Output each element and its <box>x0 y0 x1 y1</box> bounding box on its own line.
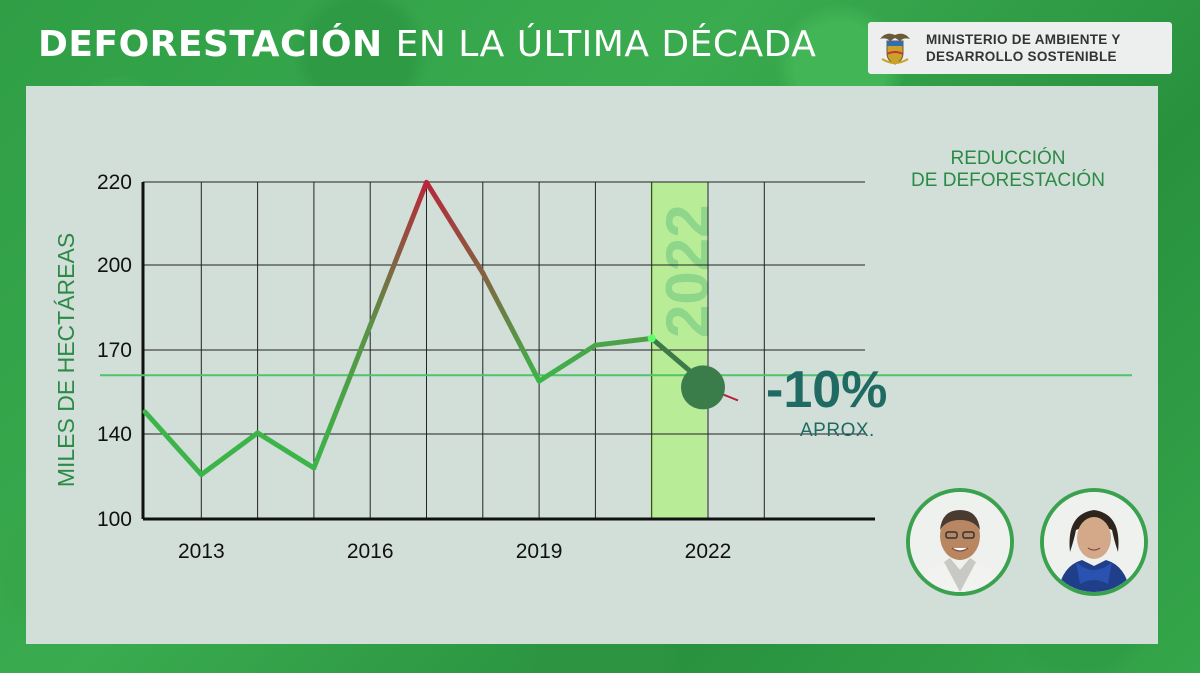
x-tick-label: 2019 <box>516 540 563 563</box>
series-segment <box>311 323 373 471</box>
series-segment <box>592 335 655 348</box>
portrait-woman <box>1040 488 1148 596</box>
series-segment <box>142 409 204 478</box>
title-bold: DEFORESTACIÓN <box>38 24 383 65</box>
title-light: EN LA ÚLTIMA DÉCADA <box>395 24 817 65</box>
reduction-label: REDUCCIÓN DE DEFORESTACIÓN <box>878 148 1138 192</box>
reduction-label-line-1: REDUCCIÓN <box>950 148 1066 169</box>
x-tick-label: 2022 <box>685 540 732 563</box>
y-tick-label: 170 <box>97 339 132 362</box>
data-point-2022 <box>681 365 725 410</box>
series-tail <box>722 393 739 402</box>
series-segment <box>536 342 598 384</box>
data-point-2021 <box>647 334 656 343</box>
deforestation-chart: 2022 100 140 170 200 220 2013 2016 2019 2022 MILES… <box>53 171 1132 563</box>
series-segment <box>255 430 317 471</box>
page-title: DEFORESTACIÓN EN LA ÚLTIMA DÉCADA <box>38 24 816 65</box>
y-tick-label: 100 <box>97 508 132 531</box>
x-tick-label: 2013 <box>178 540 225 563</box>
chart-panel: 2022 100 140 170 200 220 2013 2016 2019 2022 MILES… <box>26 86 1158 644</box>
reduction-value: -10% <box>766 361 888 419</box>
series-segment <box>480 270 542 384</box>
y-tick-label: 140 <box>97 423 132 446</box>
portrait-man <box>906 488 1014 596</box>
ministry-line-2: DESARROLLO SOSTENIBLE <box>926 49 1117 64</box>
coat-of-arms-icon <box>876 29 914 67</box>
x-tick-label: 2016 <box>347 540 394 563</box>
y-tick-label: 220 <box>97 171 132 194</box>
series-segment <box>198 430 261 478</box>
reduction-note: APROX. <box>800 420 875 441</box>
y-axis-title: MILES DE HECTÁREAS <box>53 233 79 487</box>
reduction-label-line-2: DE DEFORESTACIÓN <box>911 170 1105 191</box>
ministry-badge: MINISTERIO DE AMBIENTE Y DESARROLLO SOST… <box>868 22 1172 74</box>
ministry-line-1: MINISTERIO DE AMBIENTE Y <box>926 32 1121 47</box>
highlight-year-label: 2022 <box>654 205 721 338</box>
series-segment <box>424 179 486 276</box>
y-tick-label: 200 <box>97 254 132 277</box>
series-segment <box>367 179 429 329</box>
